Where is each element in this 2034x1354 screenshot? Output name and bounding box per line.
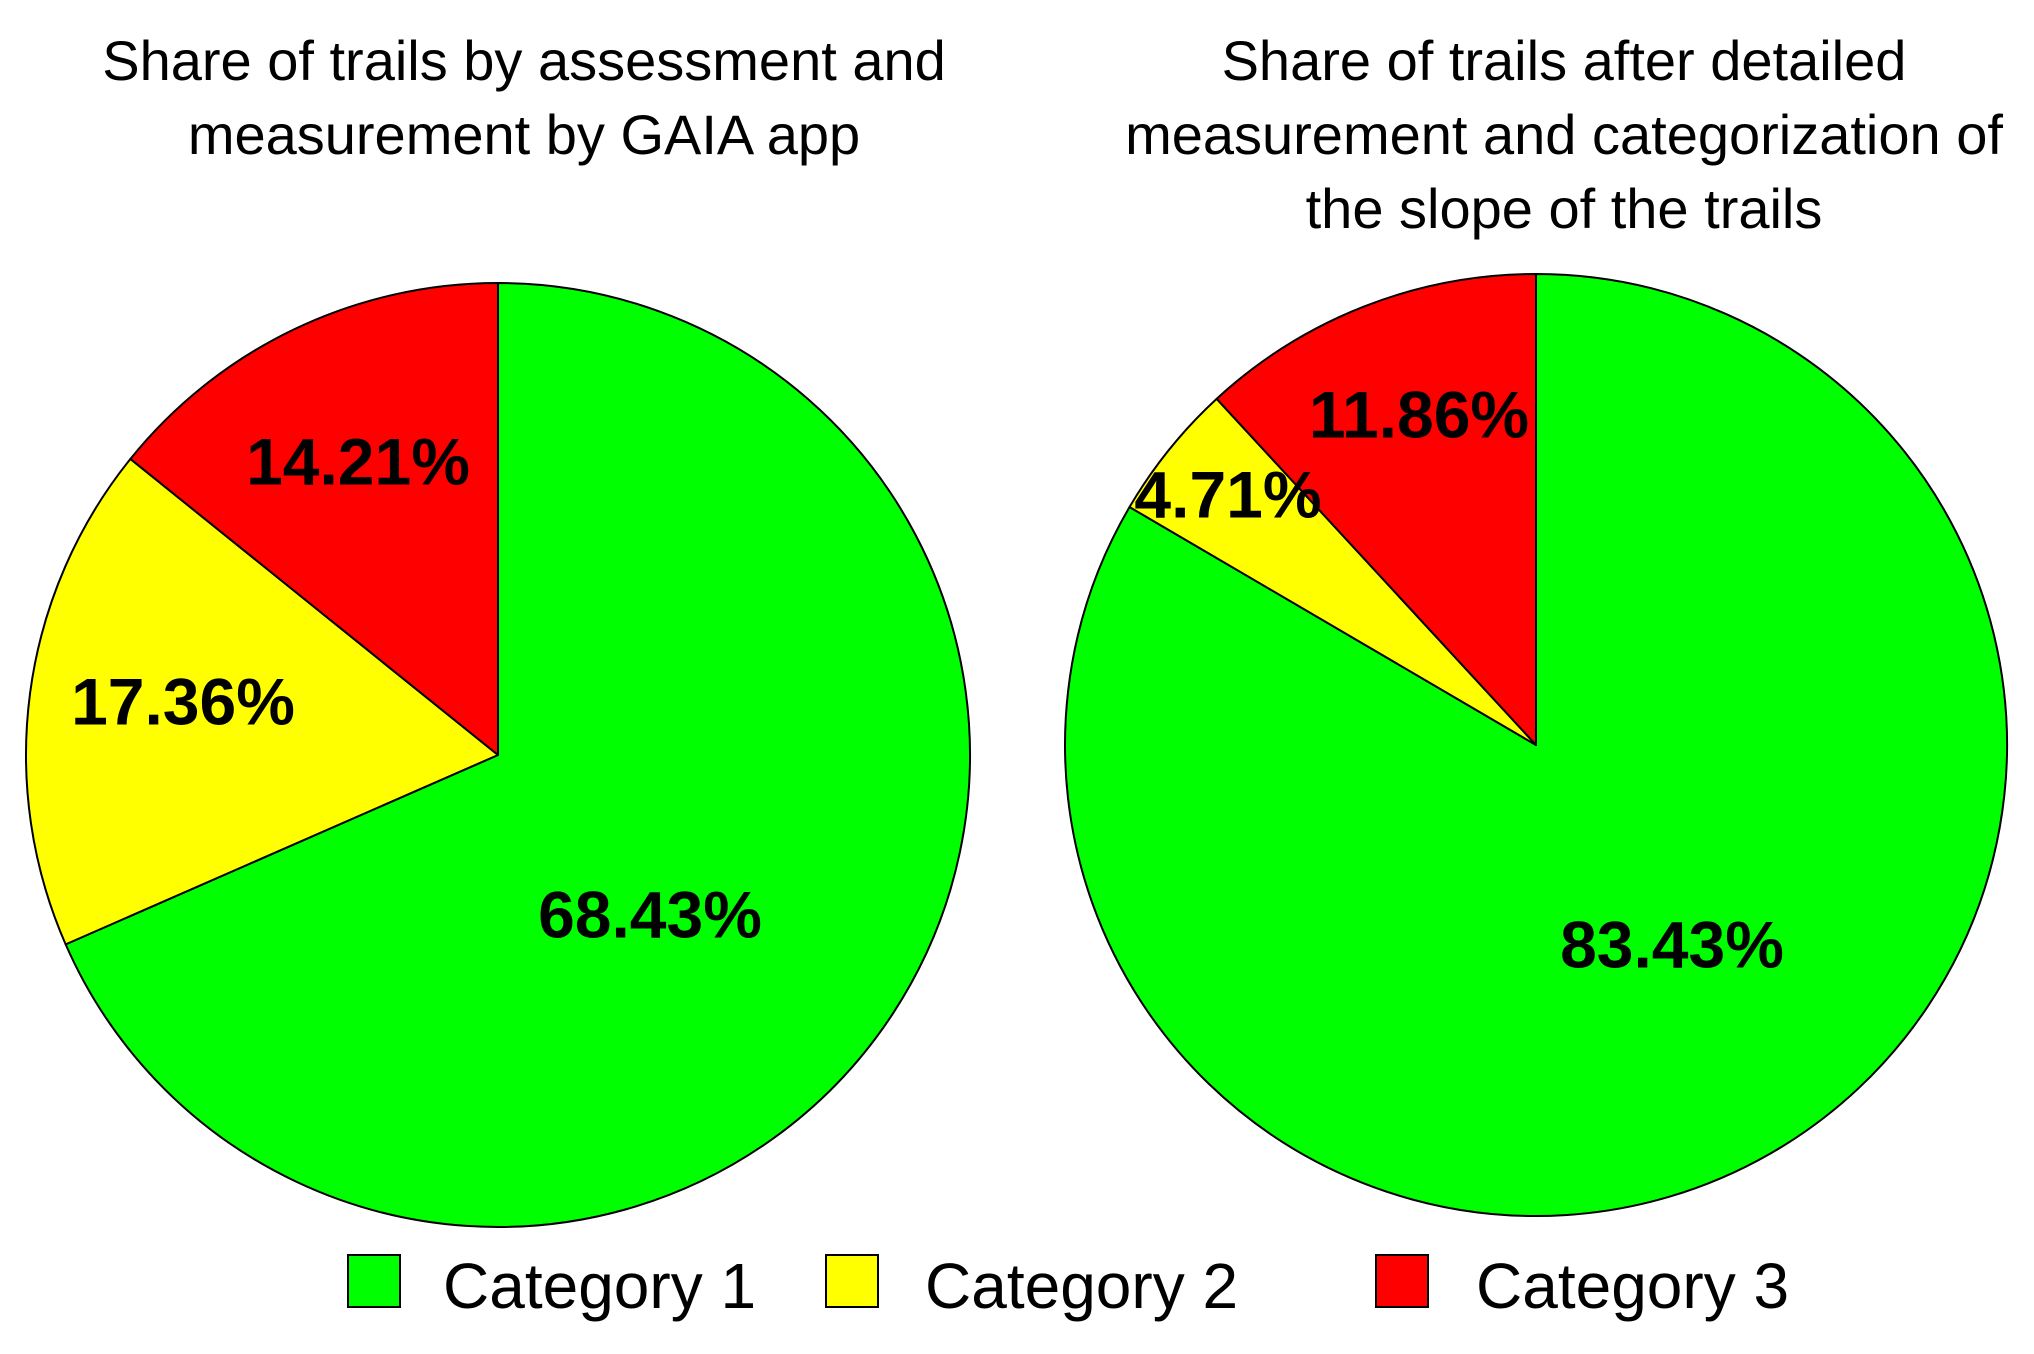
- legend-label-category-1: Category 1: [443, 1250, 756, 1322]
- chart-title-line: Share of trails after detailed: [1222, 29, 1907, 92]
- pie-slice-category-3: [1215, 273, 1537, 746]
- legend-swatch-category-1: [347, 1254, 401, 1308]
- pie-slice-category-1: [64, 282, 971, 1228]
- chart-title-line: measurement by GAIA app: [188, 103, 860, 166]
- slice-value-label: 68.43%: [538, 877, 762, 951]
- slice-value-label: 11.86%: [1309, 377, 1529, 451]
- slice-value-label: 17.36%: [71, 664, 295, 738]
- pie-labels: 83.43% 4.71%11.86%: [1134, 377, 1784, 981]
- legend: Category 1 Category 2 Category 3: [347, 1250, 1789, 1322]
- legend-label-category-3: Category 3: [1476, 1250, 1789, 1322]
- pie-labels: 68.43% 17.36% 14.21%: [71, 424, 762, 951]
- slice-value-label: 14.21%: [246, 424, 470, 498]
- slice-value-label: 83.43%: [1560, 907, 1784, 981]
- chart-title-line: measurement and categorization of: [1125, 103, 2003, 166]
- chart-title-line: the slope of the trails: [1306, 177, 1823, 240]
- pie-chart-gaia-app: Share of trails by assessment and measur…: [25, 29, 971, 1228]
- chart-title-line: Share of trails by assessment and: [102, 29, 946, 92]
- legend-swatch-category-3: [1375, 1254, 1429, 1308]
- pie-slices: [25, 282, 971, 1228]
- pie-chart-detailed-measurement: Share of trails after detailed measureme…: [1064, 29, 2009, 1217]
- pie-slices: [1064, 273, 2009, 1217]
- legend-label-category-2: Category 2: [925, 1250, 1238, 1322]
- pie-slice-category-2: [25, 457, 499, 946]
- slice-value-label: 4.71%: [1134, 457, 1321, 531]
- pie-slice-category-3: [129, 282, 499, 756]
- legend-swatch-category-2: [825, 1254, 879, 1308]
